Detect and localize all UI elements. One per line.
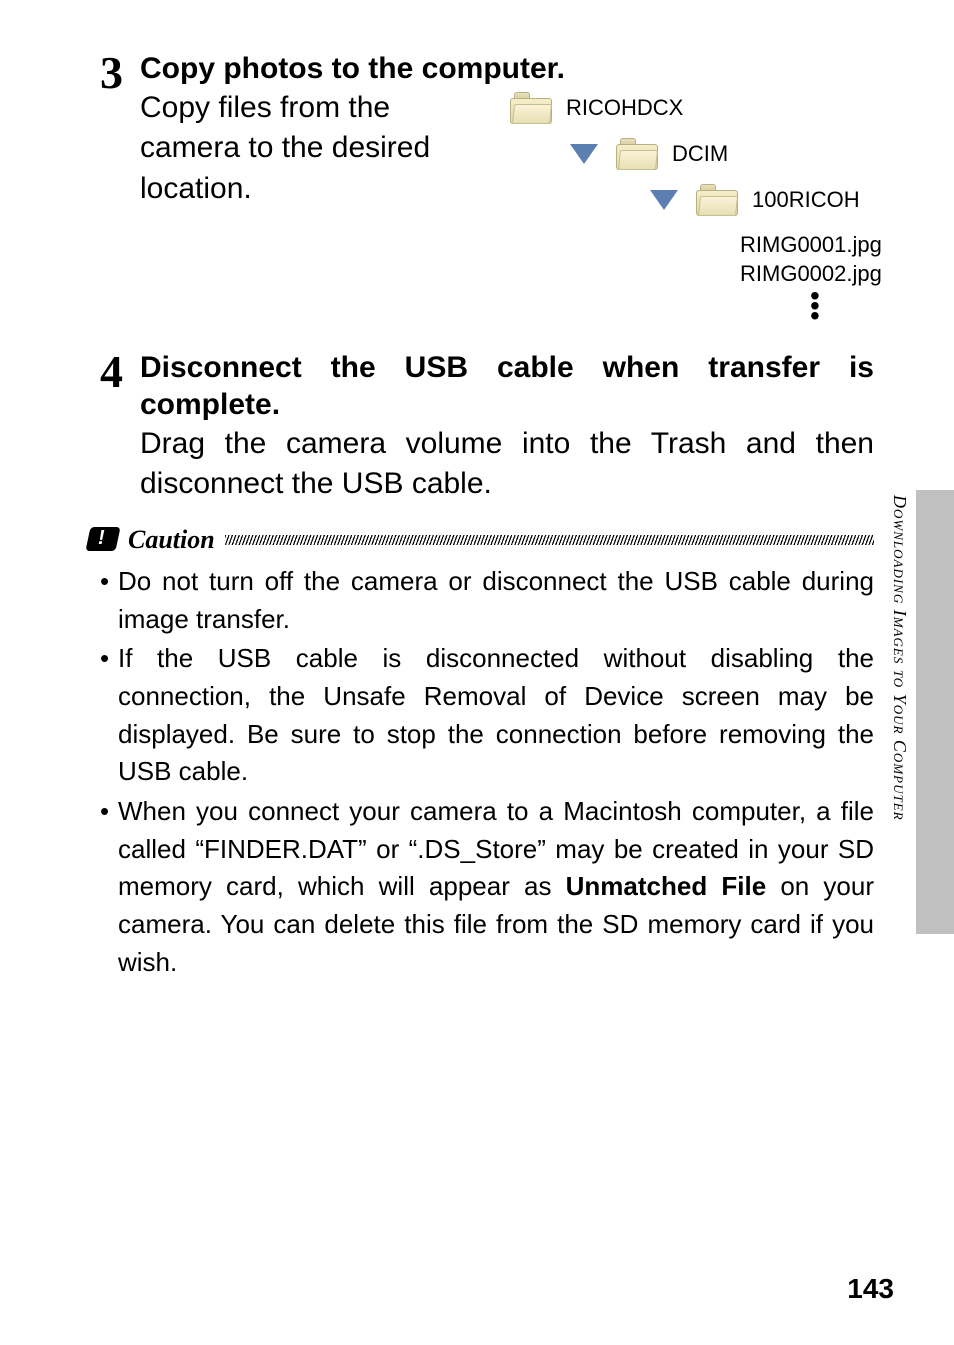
caution-item: When you connect your camera to a Macint… <box>100 793 874 981</box>
caution-label: Caution <box>128 525 215 555</box>
tree-level2-row: DCIM <box>510 138 882 170</box>
step-3-text: Copy files from the camera to the desire… <box>140 88 510 210</box>
page: 3 Copy photos to the computer. Copy file… <box>0 0 954 1345</box>
tree-level2-label: DCIM <box>672 141 728 167</box>
tree-level3-label: 100RICOH <box>752 187 860 213</box>
caution-rule <box>225 535 874 545</box>
folder-icon <box>510 92 552 124</box>
folder-tree: RICOHDCX DCIM 100RICOH RIMG0001.jpg <box>510 88 882 319</box>
chevron-down-icon <box>650 190 678 210</box>
tree-file: RIMG0001.jpg <box>740 230 882 260</box>
side-section-label: Downloading Images to Your Computer <box>890 495 910 925</box>
chevron-down-icon <box>570 144 598 164</box>
caution-item: If the USB cable is disconnected without… <box>100 640 874 791</box>
tree-files: RIMG0001.jpg RIMG0002.jpg <box>510 230 882 289</box>
step-3-number: 3 <box>100 50 130 96</box>
caution-header: ! Caution <box>88 525 874 555</box>
step-3-body: Copy photos to the computer. Copy files … <box>140 50 882 319</box>
step-3-title: Copy photos to the computer. <box>140 50 882 88</box>
caution-list: Do not turn off the camera or disconnect… <box>100 563 874 982</box>
page-number: 143 <box>847 1273 894 1305</box>
tree-root-row: RICOHDCX <box>510 92 882 124</box>
step-3: 3 Copy photos to the computer. Copy file… <box>100 50 874 319</box>
folder-icon <box>696 184 738 216</box>
caution-item-bold: Unmatched File <box>566 871 767 901</box>
step-4-title: Disconnect the USB cable when transfer i… <box>140 349 874 424</box>
folder-icon <box>616 138 658 170</box>
side-tab <box>916 490 954 934</box>
caution-icon: ! <box>88 525 122 555</box>
step-4-text: Drag the camera volume into the Trash an… <box>140 424 874 505</box>
tree-level3-row: 100RICOH <box>510 184 882 216</box>
step-4: 4 Disconnect the USB cable when transfer… <box>100 349 874 505</box>
tree-root-label: RICOHDCX <box>566 95 683 121</box>
tree-ellipsis: ••• <box>510 289 882 319</box>
step-3-content-row: Copy files from the camera to the desire… <box>140 88 882 319</box>
step-4-body: Disconnect the USB cable when transfer i… <box>140 349 874 505</box>
step-4-number: 4 <box>100 349 130 395</box>
caution-item: Do not turn off the camera or disconnect… <box>100 563 874 638</box>
